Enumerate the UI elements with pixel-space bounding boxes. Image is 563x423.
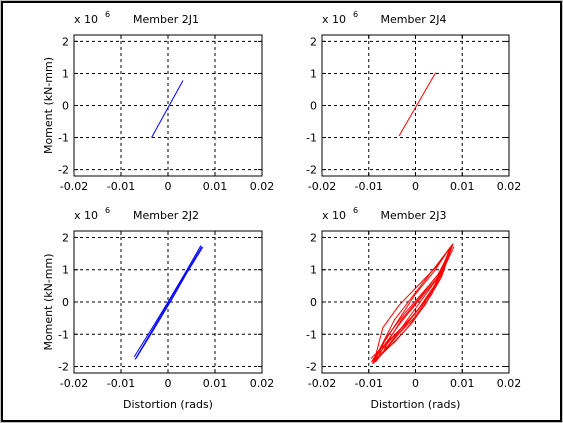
series-line-5	[382, 254, 449, 355]
y-tick-label: -1	[58, 132, 69, 145]
x-axis-label: Distortion (rads)	[123, 398, 213, 411]
x-tick-label: -0.01	[107, 180, 135, 193]
y-tick-label: 1	[62, 67, 69, 80]
x-tick-label: 0.02	[250, 180, 275, 193]
x-tick-label: 0.01	[203, 377, 228, 390]
subplot-grid: -0.02 -0.01 0 0.01 0.02 2 1 0 -1 -2 x 10 6 Member 2J…	[42, 10, 521, 411]
y-exponent-power: 6	[105, 206, 110, 215]
x-tick-label: -0.02	[60, 377, 88, 390]
y-tick-label: -1	[306, 132, 317, 145]
y-exponent-power: 6	[353, 10, 358, 19]
y-tick-label: 1	[310, 264, 317, 277]
y-tick-label: 1	[310, 67, 317, 80]
series-line-1	[398, 72, 437, 137]
series-line-1	[134, 246, 203, 360]
x-tick-label: 0.02	[497, 180, 522, 193]
series-line-3	[135, 246, 204, 359]
x-tick-label: 0.01	[203, 180, 228, 193]
x-tick-label: 0.01	[450, 180, 475, 193]
y-axis-label: Moment (kN-mm)	[42, 57, 55, 154]
y-tick-label: 2	[62, 231, 69, 244]
y-tick-label: -2	[306, 361, 317, 374]
x-tick-label: 0.01	[450, 377, 475, 390]
series-line-7	[370, 246, 455, 359]
chart-title: Member 2J3	[381, 209, 447, 222]
subplot-3: -0.02 -0.01 0 0.01 0.02 2 1 0 -1 -2 x 10 6 Member 2J…	[42, 206, 274, 411]
y-tick-label: -2	[58, 164, 69, 177]
x-tick-label: -0.01	[355, 180, 383, 193]
x-tick-label: -0.02	[308, 180, 336, 193]
y-tick-label: 2	[310, 35, 317, 48]
chart-title: Member 2J4	[381, 13, 447, 26]
y-tick-label: 2	[62, 35, 69, 48]
x-tick-label: 0.02	[250, 377, 275, 390]
y-tick-label: 1	[62, 264, 69, 277]
x-tick-label: -0.01	[355, 377, 383, 390]
y-tick-label: -2	[58, 361, 69, 374]
y-exponent-label: x 10	[74, 13, 98, 26]
x-tick-label: 0	[412, 377, 419, 390]
x-tick-label: -0.02	[308, 377, 336, 390]
y-tick-label: -2	[306, 164, 317, 177]
x-tick-label: 0	[165, 377, 172, 390]
chart-title: Member 2J1	[133, 13, 199, 26]
x-tick-label: 0	[165, 180, 172, 193]
series-line-1	[151, 80, 184, 138]
y-exponent-label: x 10	[322, 209, 346, 222]
subplot-4: -0.02 -0.01 0 0.01 0.02 2 1 0 -1 -2 x 10 6 Member 2J…	[306, 206, 521, 411]
y-tick-label: -1	[306, 328, 317, 341]
y-tick-label: 0	[310, 296, 317, 309]
plot-area	[73, 34, 263, 177]
y-tick-label: 0	[62, 296, 69, 309]
x-tick-label: -0.01	[107, 377, 135, 390]
chart-title: Member 2J2	[133, 209, 199, 222]
x-axis-label: Distortion (rads)	[371, 398, 461, 411]
y-tick-label: -1	[58, 328, 69, 341]
y-exponent-power: 6	[353, 206, 358, 215]
subplot-1: -0.02 -0.01 0 0.01 0.02 2 1 0 -1 -2 x 10 6 Member 2J…	[42, 10, 274, 193]
y-axis-label: Moment (kN-mm)	[42, 253, 55, 350]
y-exponent-power: 6	[105, 10, 110, 19]
series-line-2	[133, 245, 202, 358]
x-tick-label: -0.02	[60, 180, 88, 193]
x-tick-label: 0.02	[497, 377, 522, 390]
y-exponent-label: x 10	[322, 13, 346, 26]
y-tick-label: 0	[62, 100, 69, 113]
y-tick-label: 0	[310, 100, 317, 113]
subplot-2: -0.02 -0.01 0 0.01 0.02 2 1 0 -1 -2 x 10 6 Member 2J…	[306, 10, 521, 193]
y-exponent-label: x 10	[74, 209, 98, 222]
y-tick-label: 2	[310, 231, 317, 244]
x-tick-label: 0	[412, 180, 419, 193]
